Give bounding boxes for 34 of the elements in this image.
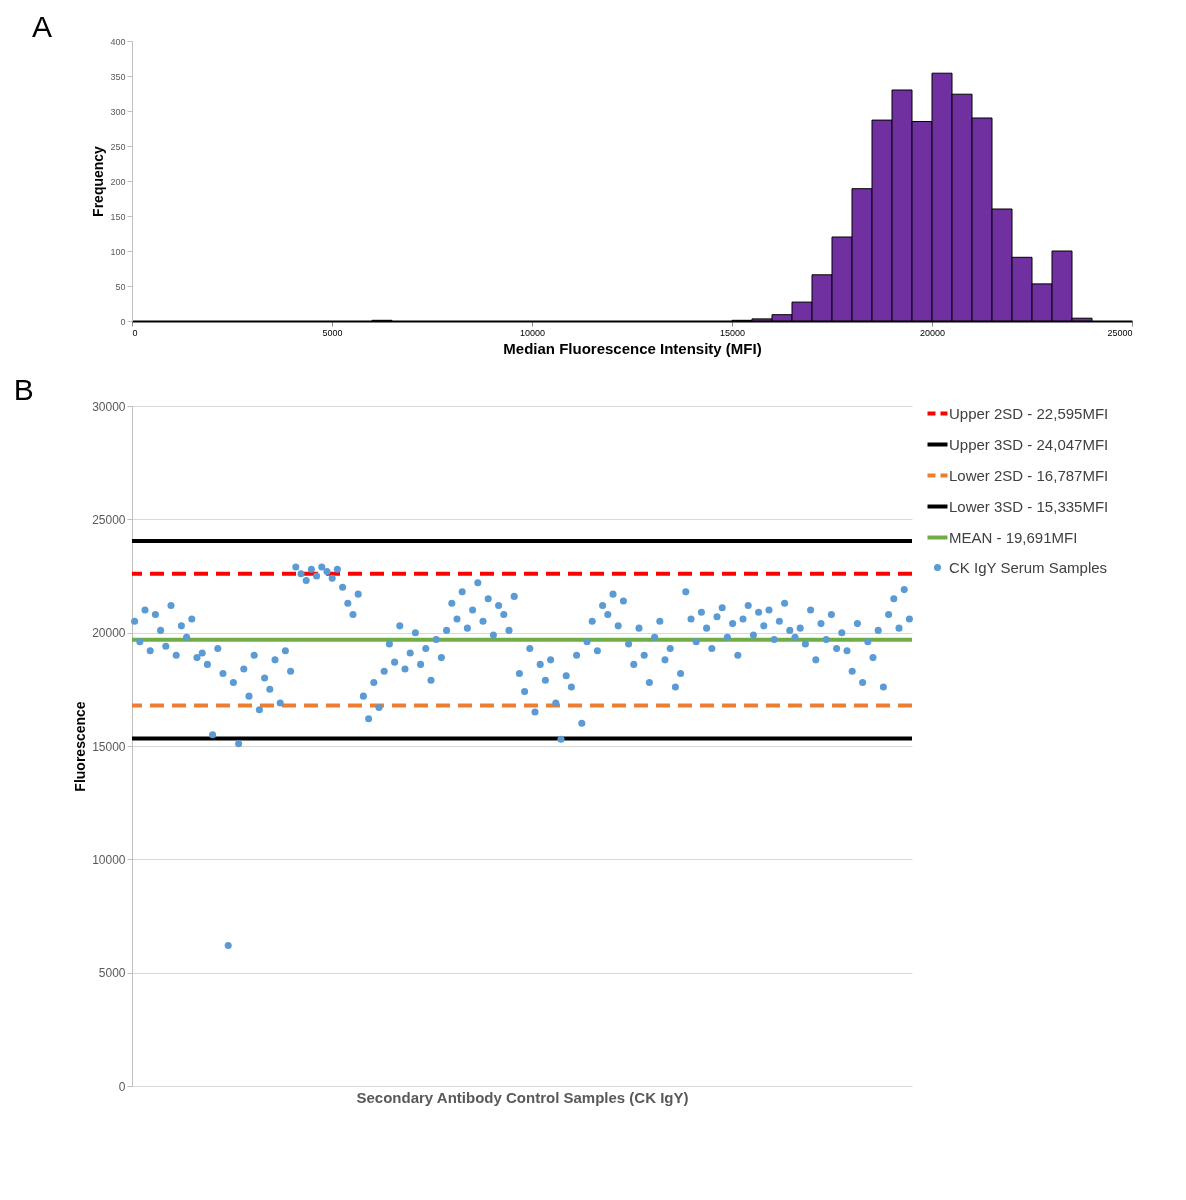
chart-title: A [31,10,52,43]
y-tick-label: 200 [110,176,126,187]
y-tick-label: 10000 [92,852,126,867]
legend-label: Upper 3SD - 24,047MFI [949,435,1109,453]
y-tick-label: 350 [110,71,126,82]
y-tick-label: 5000 [98,966,126,981]
x-tick-label: 5000 [322,327,343,338]
y-tick-label: 150 [110,211,126,222]
y-axis-title: Frequency [90,145,107,217]
y-tick-label: 30000 [92,399,126,414]
y-axis-title: Fluorescence [72,701,89,792]
y-tick-label: 25000 [92,512,126,527]
y-tick-label: 20000 [92,626,126,641]
chart-title: B [13,373,34,406]
y-tick-label: 400 [110,36,126,47]
legend-label: MEAN - 19,691MFI [949,528,1078,546]
x-tick-label: 10000 [519,327,546,338]
legend-label: Upper 2SD - 22,595MFI [949,404,1109,422]
y-tick-label: 0 [120,316,126,327]
y-tick-label: 50 [115,281,126,292]
legend-label: Lower 3SD - 15,335MFI [949,497,1109,515]
x-axis-title: Median Fluorescence Intensity (MFI) [503,339,762,357]
y-tick-label: 0 [118,1079,126,1094]
y-tick-label: 100 [110,246,126,257]
legend-label: Lower 2SD - 16,787MFI [949,466,1109,484]
legend-label: CK IgY Serum Samples [949,558,1108,576]
y-tick-label: 300 [110,106,126,117]
x-tick-label: 20000 [919,327,946,338]
y-tick-label: 15000 [92,739,126,754]
x-axis-title: Secondary Antibody Control Samples (CK IgY) [356,1088,689,1106]
y-tick-label: 250 [110,141,126,152]
x-tick-label: 15000 [719,327,746,338]
x-tick-label: 25000 [1107,327,1133,338]
x-tick-label: 0 [132,327,138,338]
